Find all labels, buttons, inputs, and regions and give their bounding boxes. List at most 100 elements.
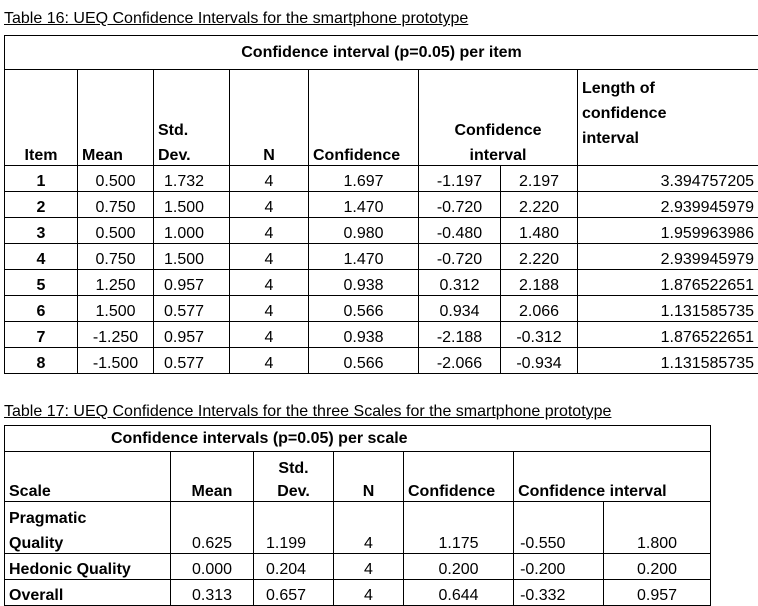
header-std-line1: Std. — [158, 122, 189, 139]
n-cell: 4 — [229, 347, 309, 374]
header-confidence-interval: Confidence interval — [513, 451, 712, 502]
scale-cell: Overall — [4, 579, 171, 606]
header-interval-line1: Confidence — [454, 122, 542, 139]
table-16-caption: Table 16: UEQ Confidence Intervals for t… — [4, 10, 469, 27]
length-cell: 2.939945979 — [576, 191, 758, 218]
length-cell: 3.394757205 — [576, 165, 758, 192]
interval-low-cell: -0.480 — [418, 217, 501, 244]
item-cell: 6 — [4, 295, 78, 322]
interval-low-cell: 0.312 — [418, 269, 501, 296]
table-row: 5 1.250 0.957 4 0.938 0.312 2.188 1.876522651 — [4, 269, 758, 296]
interval-high-cell: -0.312 — [500, 321, 578, 348]
std-cell: 0.577 — [153, 295, 230, 322]
scale-label: Overall — [9, 587, 64, 604]
header-mean: Mean — [77, 69, 154, 166]
n-cell: 4 — [229, 243, 309, 270]
mean-cell: 0.500 — [77, 165, 154, 192]
interval-high-cell: 2.066 — [500, 295, 578, 322]
scale-cell: Hedonic Quality — [4, 553, 171, 580]
item-cell: 4 — [4, 243, 78, 270]
confidence-cell: 0.938 — [308, 269, 419, 296]
interval-high-cell: 1.800 — [603, 501, 712, 554]
std-cell: 0.957 — [153, 269, 230, 296]
scale-label: Quality — [9, 535, 64, 552]
confidence-cell: 0.980 — [308, 217, 419, 244]
std-cell: 1.500 — [153, 191, 230, 218]
std-cell: 0.204 — [253, 553, 334, 580]
mean-cell: 0.625 — [170, 501, 254, 554]
scale-label: Hedonic Quality — [9, 561, 131, 578]
confidence-cell: 1.175 — [402, 501, 515, 554]
interval-high-cell: 2.188 — [500, 269, 578, 296]
header-length-line3: interval — [582, 130, 639, 147]
header-mean: Mean — [170, 451, 254, 502]
n-cell: 4 — [229, 295, 309, 322]
header-confidence-interval: Confidence interval — [418, 69, 578, 166]
table-16-header-row: Item Mean Std. Dev. N Confidence Confide… — [4, 69, 758, 166]
header-scale: Scale — [4, 451, 171, 502]
confidence-cell: 0.644 — [402, 579, 515, 606]
mean-cell: 1.250 — [77, 269, 154, 296]
confidence-cell: 1.470 — [308, 243, 419, 270]
table-16-title: Confidence interval (p=0.05) per item — [3, 35, 758, 70]
n-cell: 4 — [229, 191, 309, 218]
table-17-title: Confidence intervals (p=0.05) per scale — [3, 425, 514, 452]
interval-high-cell: 0.200 — [603, 553, 712, 580]
header-length-line2: confidence — [582, 105, 667, 122]
header-confidence: Confidence — [308, 69, 419, 166]
interval-high-cell: 2.220 — [500, 191, 578, 218]
mean-cell: 0.750 — [77, 191, 154, 218]
table-17: Confidence intervals (p=0.05) per scale … — [3, 425, 712, 606]
header-n: N — [333, 451, 404, 502]
scale-cell: Pragmatic Quality — [4, 501, 171, 554]
interval-low-cell: -0.200 — [513, 553, 605, 580]
table-row: 3 0.500 1.000 4 0.980 -0.480 1.480 1.959963986 — [4, 217, 758, 244]
header-interval-line2: interval — [469, 147, 527, 164]
table-row: 1 0.500 1.732 4 1.697 -1.197 2.197 3.394757205 — [4, 165, 758, 192]
n-cell: 4 — [333, 501, 404, 554]
item-cell: 5 — [4, 269, 78, 296]
length-cell: 1.876522651 — [576, 321, 758, 348]
confidence-cell: 0.566 — [308, 295, 419, 322]
confidence-cell: 0.200 — [402, 553, 515, 580]
header-std: Std. Dev. — [253, 451, 334, 502]
header-length-line1: Length of — [582, 80, 655, 97]
interval-low-cell: -0.720 — [418, 243, 501, 270]
header-n: N — [229, 69, 309, 166]
length-cell: 1.131585735 — [576, 347, 758, 374]
table-row: Hedonic Quality 0.000 0.204 4 0.200 -0.200 0.2… — [4, 553, 712, 580]
confidence-cell: 0.938 — [308, 321, 419, 348]
item-cell: 8 — [4, 347, 78, 374]
interval-high-cell: -0.934 — [500, 347, 578, 374]
table-17-header-row: Scale Mean Std. Dev. N Confidence Confid… — [4, 451, 712, 502]
interval-high-cell: 2.197 — [500, 165, 578, 192]
table-row: 2 0.750 1.500 4 1.470 -0.720 2.220 2.939945979 — [4, 191, 758, 218]
item-cell: 7 — [4, 321, 78, 348]
header-std-line2: Dev. — [158, 147, 191, 164]
n-cell: 4 — [229, 321, 309, 348]
length-cell: 1.959963986 — [576, 217, 758, 244]
table-17-caption: Table 17: UEQ Confidence Intervals for t… — [4, 403, 612, 420]
interval-high-cell: 2.220 — [500, 243, 578, 270]
header-confidence: Confidence — [402, 451, 515, 502]
n-cell: 4 — [229, 269, 309, 296]
item-cell: 1 — [4, 165, 78, 192]
table-row: 6 1.500 0.577 4 0.566 0.934 2.066 1.131585735 — [4, 295, 758, 322]
n-cell: 4 — [229, 165, 309, 192]
scale-label-line1: Pragmatic — [9, 510, 87, 527]
interval-low-cell: -2.066 — [418, 347, 501, 374]
header-std-line1: Std. — [278, 460, 309, 477]
header-std: Std. Dev. — [153, 69, 230, 166]
mean-cell: -1.250 — [77, 321, 154, 348]
std-cell: 1.199 — [253, 501, 334, 554]
interval-low-cell: -1.197 — [418, 165, 501, 192]
std-cell: 1.732 — [153, 165, 230, 192]
confidence-cell: 0.566 — [308, 347, 419, 374]
table-row: 8 -1.500 0.577 4 0.566 -2.066 -0.934 1.13158573… — [4, 347, 758, 374]
n-cell: 4 — [229, 217, 309, 244]
mean-cell: 0.000 — [170, 553, 254, 580]
item-cell: 3 — [4, 217, 78, 244]
interval-low-cell: -0.720 — [418, 191, 501, 218]
interval-high-cell: 1.480 — [500, 217, 578, 244]
interval-low-cell: -0.550 — [513, 501, 605, 554]
